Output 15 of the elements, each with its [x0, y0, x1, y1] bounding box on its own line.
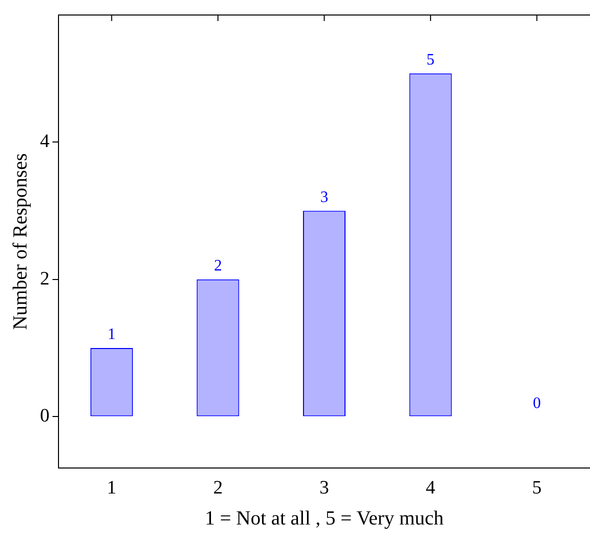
data-label: 1	[108, 326, 116, 344]
x-tick-label: 2	[213, 478, 223, 499]
x-tick-label: 4	[426, 478, 436, 499]
data-label: 5	[426, 52, 435, 69]
y-tick-label: 0	[40, 406, 50, 427]
x-tick-label: 1	[106, 478, 116, 499]
y-axis-title: Number of Responses	[9, 153, 32, 330]
data-label: 2	[214, 258, 222, 275]
x-axis-title: 1 = Not at all , 5 = Very much	[204, 507, 444, 530]
x-tick-label: 3	[320, 478, 329, 499]
data-label: 3	[320, 188, 328, 206]
x-tick-label: 5	[532, 478, 542, 499]
y-tick-label: 2	[40, 268, 50, 290]
y-tick-label: 4	[40, 131, 50, 152]
data-label: 0	[532, 394, 541, 412]
